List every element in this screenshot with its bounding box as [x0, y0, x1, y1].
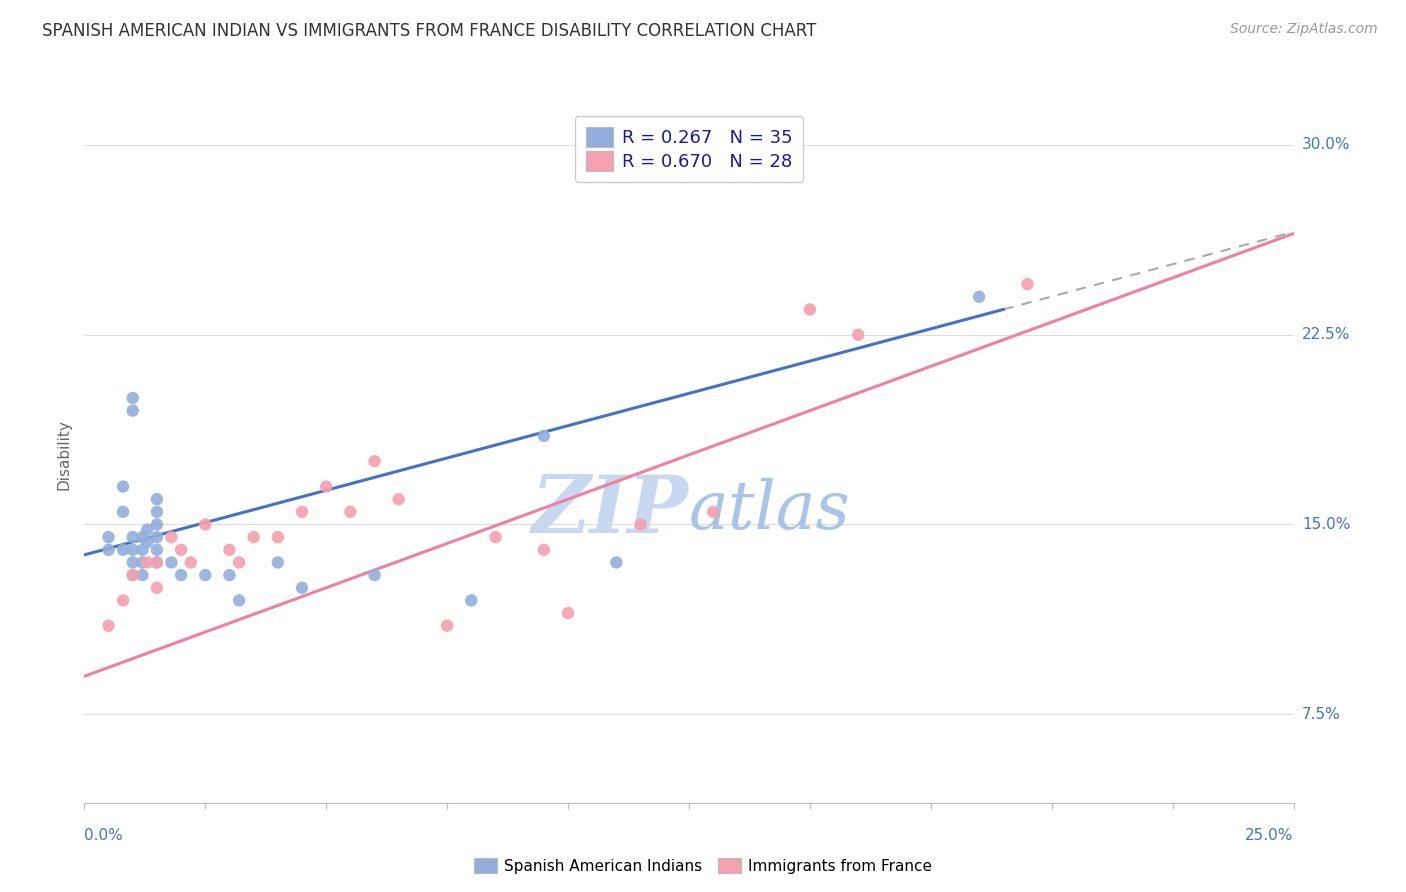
Point: [136, 535, 159, 549]
Point: [557, 606, 579, 620]
Point: [112, 542, 135, 557]
Point: [170, 542, 193, 557]
Text: 15.0%: 15.0%: [1302, 517, 1350, 532]
Point: [160, 530, 183, 544]
Point: [533, 542, 555, 557]
Point: [146, 542, 169, 557]
Point: [97, 542, 120, 557]
Point: [363, 568, 385, 582]
Point: [112, 479, 135, 493]
Point: [121, 530, 143, 544]
Point: [702, 505, 724, 519]
Point: [388, 492, 411, 507]
Point: [846, 327, 869, 342]
Point: [121, 403, 143, 417]
Point: [146, 530, 169, 544]
Point: [533, 429, 555, 443]
Point: [194, 517, 217, 532]
Point: [228, 593, 250, 607]
Point: [121, 391, 143, 405]
Point: [315, 479, 337, 493]
Point: [339, 505, 361, 519]
Point: [112, 505, 135, 519]
Point: [218, 542, 240, 557]
Point: [97, 530, 120, 544]
Point: [121, 568, 143, 582]
Point: [194, 568, 217, 582]
Text: 22.5%: 22.5%: [1302, 327, 1350, 343]
Point: [146, 517, 169, 532]
Point: [146, 581, 169, 595]
Point: [436, 618, 458, 632]
Point: [97, 618, 120, 632]
Point: [228, 556, 250, 570]
Text: ZIP: ZIP: [531, 472, 689, 549]
Point: [121, 556, 143, 570]
Point: [799, 302, 821, 317]
Point: [363, 454, 385, 468]
Point: [131, 556, 153, 570]
Point: [460, 593, 482, 607]
Point: [131, 542, 153, 557]
Point: [170, 568, 193, 582]
Legend: R = 0.267   N = 35, R = 0.670   N = 28: R = 0.267 N = 35, R = 0.670 N = 28: [575, 116, 803, 182]
Point: [180, 556, 202, 570]
Point: [146, 505, 169, 519]
Text: 0.0%: 0.0%: [84, 828, 124, 843]
Point: [291, 581, 314, 595]
Text: 25.0%: 25.0%: [1246, 828, 1294, 843]
Point: [218, 568, 240, 582]
Text: 30.0%: 30.0%: [1302, 137, 1350, 153]
Point: [484, 530, 506, 544]
Point: [160, 556, 183, 570]
Y-axis label: Disability: Disability: [56, 419, 72, 491]
Text: atlas: atlas: [689, 478, 851, 543]
Point: [630, 517, 652, 532]
Point: [131, 568, 153, 582]
Point: [131, 530, 153, 544]
Text: SPANISH AMERICAN INDIAN VS IMMIGRANTS FROM FRANCE DISABILITY CORRELATION CHART: SPANISH AMERICAN INDIAN VS IMMIGRANTS FR…: [42, 22, 817, 40]
Point: [291, 505, 314, 519]
Text: Source: ZipAtlas.com: Source: ZipAtlas.com: [1230, 22, 1378, 37]
Point: [967, 290, 990, 304]
Point: [136, 556, 159, 570]
Point: [242, 530, 264, 544]
Point: [121, 568, 143, 582]
Point: [146, 556, 169, 570]
Point: [605, 556, 627, 570]
Point: [146, 556, 169, 570]
Point: [267, 556, 290, 570]
Point: [112, 593, 135, 607]
Legend: Spanish American Indians, Immigrants from France: Spanish American Indians, Immigrants fro…: [468, 852, 938, 880]
Point: [136, 523, 159, 537]
Point: [146, 492, 169, 507]
Point: [121, 542, 143, 557]
Point: [1017, 277, 1039, 292]
Point: [267, 530, 290, 544]
Text: 7.5%: 7.5%: [1302, 706, 1340, 722]
